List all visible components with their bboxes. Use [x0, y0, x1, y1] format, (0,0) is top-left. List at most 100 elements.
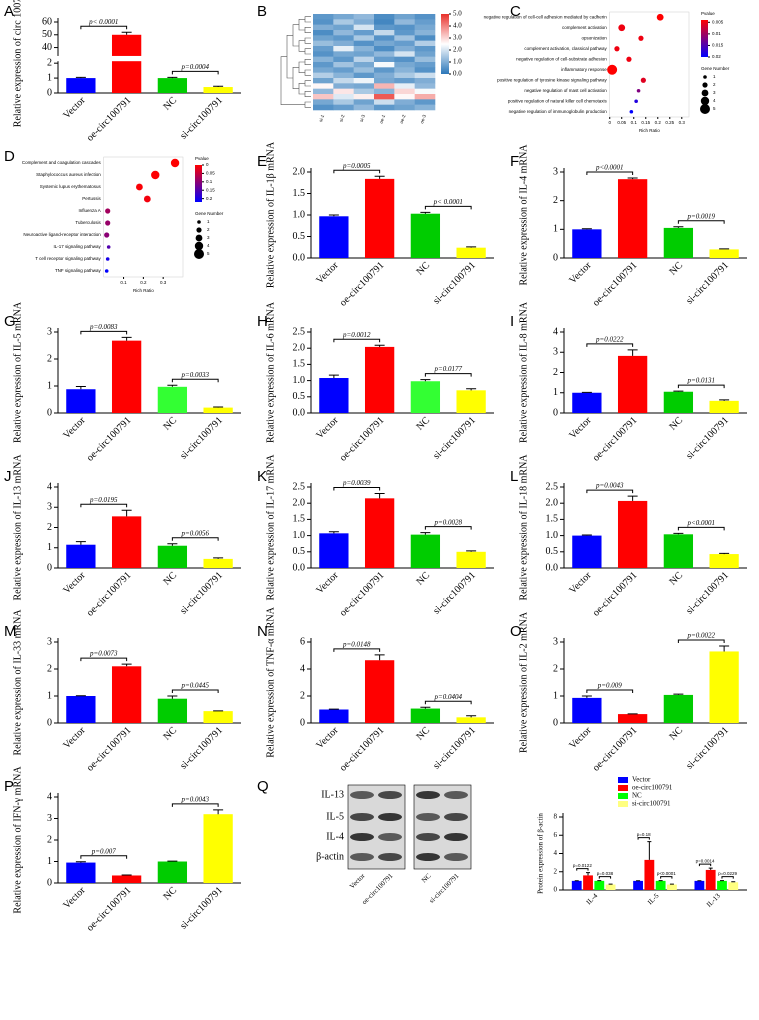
bar [319, 533, 349, 568]
size-key-label: 4 [713, 98, 716, 103]
error-bar [213, 406, 224, 408]
y-tick-label: 6 [300, 636, 305, 647]
error-bar [75, 861, 86, 863]
bar [410, 213, 441, 258]
colorbar [195, 165, 202, 202]
blot-band [378, 791, 402, 799]
error-bar [75, 76, 86, 79]
y-tick-label: 3 [47, 813, 52, 824]
y-tick-label: 2 [553, 195, 558, 206]
y-tick-label: 0 [553, 717, 558, 728]
size-key-label: 4 [207, 243, 210, 248]
heatmap-cell [313, 14, 334, 20]
bar [583, 875, 593, 890]
heatmap-cell [333, 72, 354, 79]
x-tick-label: Vector [61, 725, 88, 752]
p-value: p=0.0039 [342, 479, 371, 487]
x-tick-label: NC [162, 885, 180, 903]
y-tick-label: 2 [300, 690, 305, 701]
heatmap-cell [353, 30, 375, 36]
heatmap-cell [374, 14, 395, 20]
y-axis-label: Relative expression of IL-18 mRNA [518, 454, 529, 601]
x-tick-label: 0.2 [140, 280, 147, 285]
x-tick-label: Vector [61, 95, 88, 122]
heatmap-cell [374, 94, 395, 100]
x-tick-label: si-circ100791 [684, 260, 731, 307]
error-bar [420, 532, 431, 535]
heatmap-cell [394, 51, 415, 57]
panel-letter: H [257, 313, 268, 330]
heatmap-cell [333, 14, 354, 20]
significance-bracket [677, 526, 725, 531]
heatmap-cell [414, 62, 436, 68]
bubble [626, 56, 632, 62]
significance-bracket [677, 384, 725, 389]
heatmap-cell [353, 14, 375, 20]
error-bar [420, 379, 431, 382]
heatmap-cell [353, 19, 375, 25]
heatmap-cell [313, 56, 334, 63]
x-tick-label: NC [668, 260, 686, 278]
x-tick-label: oe-circ100791 [591, 260, 640, 309]
y-tick-label: 0.0 [293, 562, 306, 573]
blot-band [416, 833, 440, 841]
x-tick-label: 0.1 [120, 280, 127, 285]
term-label: complement activation [562, 25, 607, 30]
bar [111, 666, 142, 723]
bubble [105, 208, 111, 214]
heatmap-cell [374, 104, 395, 111]
blot-band [350, 791, 374, 799]
heatmap-cell [374, 46, 395, 52]
colorbar-label: 0.05 [206, 171, 215, 176]
dendrogram [304, 16, 311, 23]
y-tick-label: 1.5 [293, 359, 306, 370]
heatmap-cell [414, 104, 436, 111]
bar [456, 247, 486, 258]
size-key-label: 2 [713, 82, 716, 87]
y-axis-label: Protein expression of β-actin [537, 813, 545, 894]
colorbar-label: 4.0 [453, 22, 462, 30]
blot-band [350, 813, 374, 821]
heatmap-cell [353, 24, 375, 31]
y-axis-label: Relative expression of IL-6 mRNA [265, 301, 276, 443]
bar [111, 875, 142, 883]
y-tick-label: 0 [553, 252, 558, 263]
x-tick-label: Vector [314, 415, 341, 442]
bar [644, 859, 655, 890]
heatmap-cell [394, 62, 415, 68]
y-axis-label: Relative expression of IL-8 mRNA [518, 301, 529, 443]
heatmap-cell [374, 56, 395, 63]
size-key [700, 96, 710, 106]
legend-label: oe-circ100791 [632, 784, 673, 792]
significance-bracket [171, 70, 219, 75]
heatmap-cell [374, 24, 395, 31]
significance-bracket [333, 648, 381, 652]
p-value: p=0.0445 [181, 682, 210, 690]
p-value: p<0.0001 [687, 519, 715, 527]
legend-swatch [618, 801, 628, 807]
bubble [143, 195, 151, 203]
heatmap-cell [353, 46, 375, 52]
error-bar [708, 867, 713, 870]
x-tick-label: Vector [61, 570, 88, 597]
bar [319, 709, 349, 723]
significance-bracket [424, 205, 472, 210]
significance-bracket [637, 837, 650, 840]
x-tick-label: 0.25 [665, 120, 674, 125]
bubble [656, 13, 664, 21]
heatmap-cell [333, 51, 354, 57]
error-bar [167, 76, 178, 79]
y-tick-label: 0 [553, 407, 558, 418]
term-label: negative regulation of cell-cell adhesio… [484, 14, 608, 19]
x-tick-label: NC [415, 570, 433, 588]
term-label: positive regulation of tyrosine kinase s… [497, 77, 607, 82]
y-tick-label: 2.0 [546, 497, 559, 508]
y-tick-label: 0.0 [293, 252, 306, 263]
bubble [136, 183, 143, 191]
y-tick-label: 2 [47, 353, 52, 364]
heatmap-cell [414, 46, 436, 52]
error-bar [673, 226, 684, 228]
error-bar [466, 246, 477, 248]
bar [456, 717, 486, 723]
